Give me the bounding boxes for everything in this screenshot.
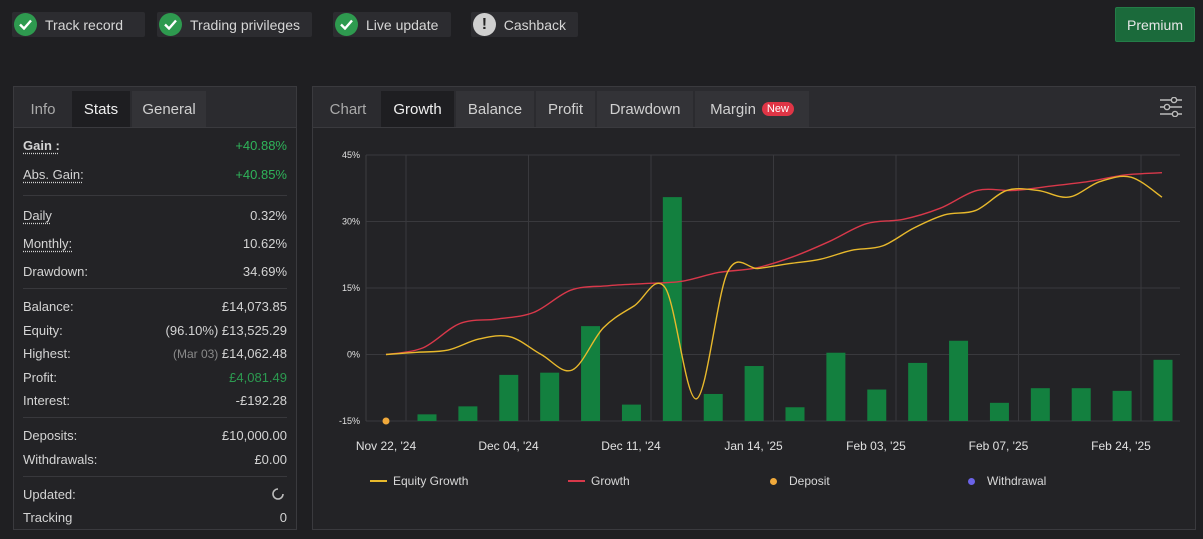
stat-profit: Profit: £4,081.49 — [23, 370, 287, 385]
stat-highest: Highest: (Mar 03) £14,062.48 — [23, 346, 287, 361]
chart-panel: Chart Growth Balance Profit Drawdown Mar… — [312, 86, 1196, 530]
tab-balance[interactable]: Balance — [456, 91, 534, 127]
tab-chart[interactable]: Chart — [329, 100, 367, 118]
legend-line-icon — [370, 480, 387, 482]
stat-label: Profit: — [23, 370, 57, 385]
stat-equity: Equity: (96.10%) £13,525.29 — [23, 323, 287, 338]
badge-label: Trading privileges — [190, 16, 300, 33]
stat-updated: Updated: — [23, 487, 287, 504]
legend-label: Withdrawal — [987, 474, 1047, 488]
tab-profit[interactable]: Profit — [536, 91, 595, 127]
stat-withdrawals: Withdrawals: £0.00 — [23, 452, 287, 467]
stat-label: Drawdown: — [23, 264, 89, 279]
stat-value: 0.32% — [250, 208, 287, 223]
stat-label: Abs. Gain: — [23, 167, 84, 182]
stat-balance: Balance: £14,073.85 — [23, 299, 287, 314]
stat-label: Balance: — [23, 299, 74, 314]
stat-daily: Daily 0.32% — [23, 208, 287, 223]
stat-value: -£192.28 — [235, 393, 287, 408]
stat-drawdown: Drawdown: 34.69% — [23, 264, 287, 279]
stat-label: Daily — [23, 208, 52, 223]
live-update-badge[interactable]: Live update — [333, 12, 451, 37]
legend-growth[interactable]: Growth — [568, 474, 630, 488]
divider — [23, 288, 287, 289]
legend-deposit[interactable]: Deposit — [770, 474, 830, 488]
stat-deposits: Deposits: £10,000.00 — [23, 428, 287, 443]
legend-equity-growth[interactable]: Equity Growth — [370, 474, 468, 488]
cashback-badge[interactable]: ! Cashback — [471, 12, 578, 37]
stat-label: Deposits: — [23, 428, 78, 443]
stat-value: 0 — [279, 510, 287, 525]
stat-label: Gain : — [23, 138, 60, 153]
stat-value: +40.85% — [235, 167, 287, 182]
stat-value: £4,081.49 — [229, 370, 287, 385]
stats-tabbar: Info Stats General — [14, 87, 296, 128]
legend-label: Equity Growth — [393, 474, 469, 488]
stat-value: 10.62% — [242, 236, 287, 251]
stat-value: £14,062.48 — [221, 346, 287, 361]
legend-withdrawal[interactable]: Withdrawal — [968, 474, 1046, 488]
stat-monthly: Monthly: 10.62% — [23, 236, 287, 251]
trading-privileges-badge[interactable]: Trading privileges — [157, 12, 312, 37]
stat-value: 34.69% — [242, 264, 287, 279]
legend-dot-icon — [968, 477, 975, 485]
stat-label: Tracking — [23, 510, 73, 525]
chart-tabbar: Chart Growth Balance Profit Drawdown Mar… — [313, 87, 1195, 128]
tab-general[interactable]: General — [132, 91, 206, 127]
tab-stats[interactable]: Stats — [72, 91, 130, 127]
tab-margin-label: Margin — [710, 100, 756, 118]
stat-label: Updated: — [23, 487, 76, 502]
stat-value: +40.88% — [235, 138, 287, 153]
stat-label: Monthly: — [23, 236, 73, 251]
badge-label: Live update — [366, 16, 439, 33]
tab-info[interactable]: Info — [30, 100, 56, 118]
stat-prefix: (Mar 03) — [172, 347, 219, 361]
stat-value: £13,525.29 — [221, 323, 287, 338]
badge-label: Cashback — [503, 16, 566, 33]
loading-spinner-icon — [271, 487, 285, 504]
divider — [23, 476, 287, 477]
stat-label: Interest: — [23, 393, 70, 408]
stat-label: Highest: — [23, 346, 71, 361]
legend-dot-icon — [770, 477, 777, 485]
stat-label: Equity: — [23, 323, 63, 338]
track-record-badge[interactable]: Track record — [12, 12, 145, 37]
legend-label: Growth — [591, 474, 630, 488]
premium-button[interactable]: Premium — [1115, 7, 1195, 42]
stat-tracking: Tracking 0 — [23, 510, 287, 525]
stat-value: £14,073.85 — [221, 299, 287, 314]
stats-panel: Info Stats General Gain : +40.88% Abs. G… — [13, 86, 297, 530]
chart-settings-sliders-icon[interactable] — [1159, 96, 1183, 118]
check-icon — [335, 13, 358, 36]
stat-gain: Gain : +40.88% — [23, 138, 287, 153]
tab-growth[interactable]: Growth — [381, 91, 454, 127]
divider — [23, 417, 287, 418]
tab-drawdown[interactable]: Drawdown — [597, 91, 693, 127]
new-badge: New — [761, 102, 794, 116]
check-icon — [14, 13, 37, 36]
stat-value: £0.00 — [254, 452, 287, 467]
check-icon — [159, 13, 182, 36]
stat-prefix: (96.10%) — [165, 323, 219, 338]
divider — [23, 195, 287, 196]
stat-label: Withdrawals: — [23, 452, 98, 467]
legend-label: Deposit — [789, 474, 830, 488]
stat-abs-gain: Abs. Gain: +40.85% — [23, 167, 287, 182]
tab-margin[interactable]: Margin New — [695, 91, 809, 127]
legend-line-icon — [568, 480, 585, 482]
exclamation-icon: ! — [473, 13, 496, 36]
stat-value: £10,000.00 — [221, 428, 287, 443]
stat-interest: Interest: -£192.28 — [23, 393, 287, 408]
badge-label: Track record — [45, 16, 124, 33]
